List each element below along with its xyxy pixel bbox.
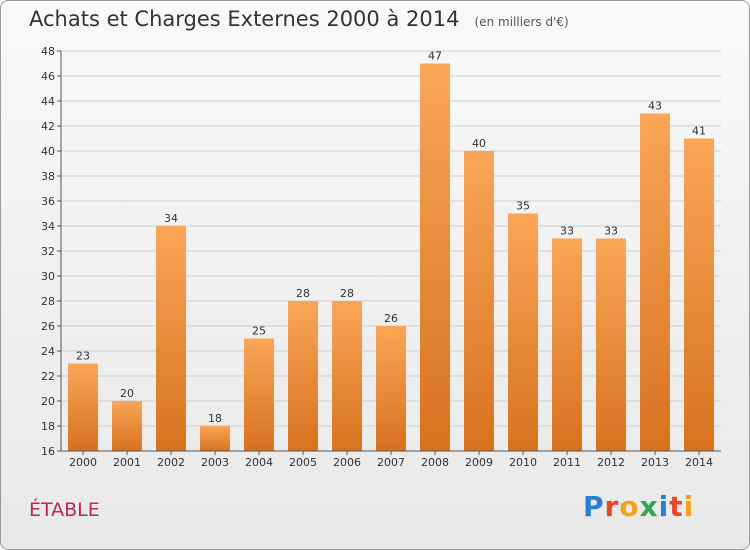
y-tick-label: 20 [41,395,55,408]
y-tick-label: 32 [41,245,55,258]
x-tick-label: 2000 [69,456,97,469]
y-tick-label: 24 [41,345,55,358]
chart-title-block: Achats et Charges Externes 2000 à 2014 (… [29,7,569,31]
x-tick-label: 2010 [509,456,537,469]
logo-letter: i [683,490,695,523]
bar [640,113,670,451]
x-tick-label: 2013 [641,456,669,469]
x-tick-label: 2012 [597,456,625,469]
bar [684,138,714,451]
x-tick-label: 2002 [157,456,185,469]
y-tick-label: 22 [41,370,55,383]
data-labels: 23 20 34 18 25 28 28 26 47 40 35 33 33 43 41 [76,50,706,426]
bar [332,301,362,451]
y-tick-label: 42 [41,120,55,133]
x-tick-label: 2008 [421,456,449,469]
y-tick-label: 26 [41,320,55,333]
bars [68,63,714,451]
logo-letter: t [669,490,684,523]
bar [68,363,98,451]
y-tick-label: 46 [41,70,55,83]
y-tick-label: 34 [41,220,55,233]
x-tick-label: 2001 [113,456,141,469]
bar [156,226,186,451]
x-tick-label: 2009 [465,456,493,469]
chart-title: Achats et Charges Externes 2000 à 2014 [29,7,460,31]
x-tick-label: 2011 [553,456,581,469]
x-tick-label: 2014 [685,456,713,469]
bar [112,401,142,451]
data-label: 47 [428,50,442,63]
bar [376,326,406,451]
data-label: 28 [296,287,310,300]
data-label: 28 [340,287,354,300]
bar [464,151,494,451]
logo-letter: x [639,490,659,523]
chart-unit: (en milliers d'€) [474,15,569,29]
x-tick-label: 2003 [201,456,229,469]
data-label: 18 [208,412,222,425]
proxiti-logo: Proxiti [583,490,694,523]
data-label: 26 [384,312,398,325]
y-tick-label: 28 [41,295,55,308]
y-tick-label: 18 [41,420,55,433]
bar [288,301,318,451]
x-tick-label: 2004 [245,456,273,469]
logo-letter: P [583,490,605,523]
data-label: 23 [76,350,90,363]
data-label: 43 [648,100,662,113]
data-label: 35 [516,200,530,213]
data-label: 20 [120,387,134,400]
bar [596,238,626,451]
bar [552,238,582,451]
logo-letter: o [619,490,640,523]
data-label: 25 [252,325,266,338]
data-label: 34 [164,212,178,225]
bar [200,426,230,451]
x-tick-label: 2006 [333,456,361,469]
x-tick-label: 2005 [289,456,317,469]
data-label: 41 [692,125,706,138]
logo-letter: i [658,490,670,523]
logo-letter: r [604,490,620,523]
data-label: 33 [604,225,618,238]
bar [420,63,450,451]
y-tick-label: 36 [41,195,55,208]
y-tick-label: 38 [41,170,55,183]
bar [244,338,274,451]
data-label: 33 [560,225,574,238]
y-tick-label: 16 [41,445,55,458]
y-tick-label: 30 [41,270,55,283]
axes: 16 18 20 22 24 26 28 30 32 34 36 38 40 42 44 46 48 2000 20… [41,45,721,469]
y-tick-label: 48 [41,45,55,58]
y-tick-label: 40 [41,145,55,158]
data-label: 40 [472,137,486,150]
x-tick-label: 2007 [377,456,405,469]
bar [508,213,538,451]
y-tick-label: 44 [41,95,55,108]
place-name: ÉTABLE [29,499,100,521]
